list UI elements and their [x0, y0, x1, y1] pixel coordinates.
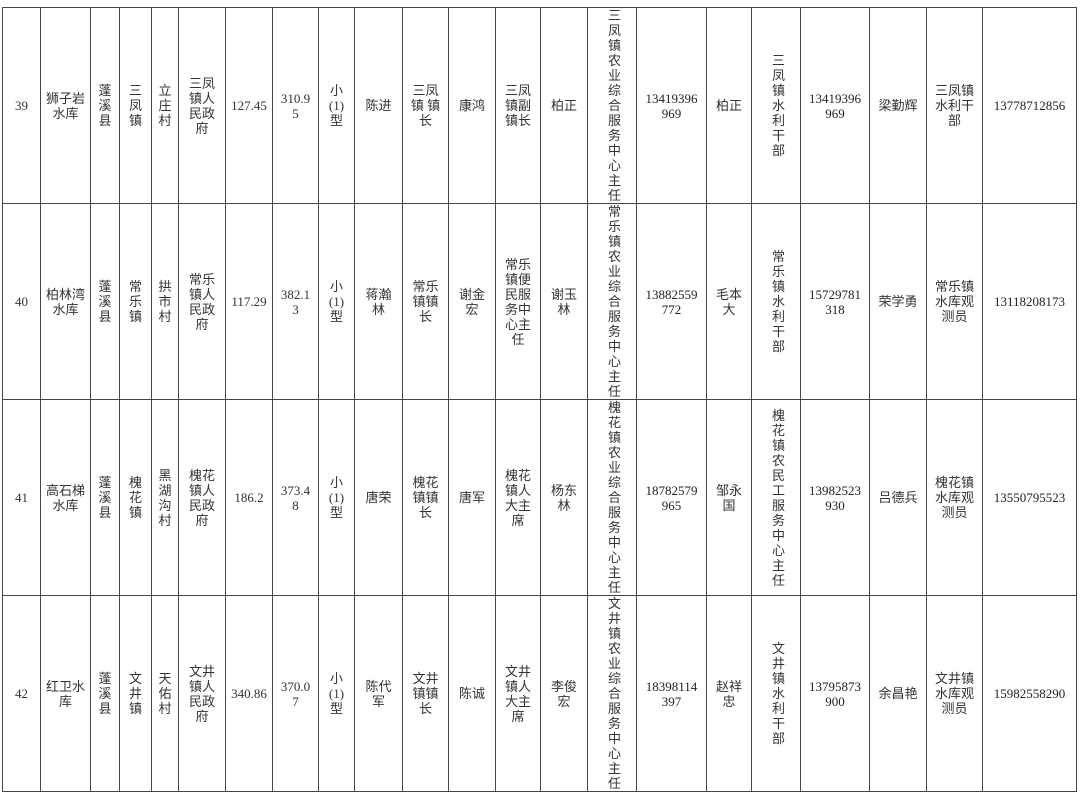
cell-row-number: 42: [2, 595, 41, 792]
cell-admin-responsible-name: 陈代军: [354, 595, 403, 792]
cell-manager-phone: 13419396969: [800, 7, 870, 204]
table-row: 42 红卫水库 蓬溪县 文井镇 天佑村 文井镇人民政府 340.86 370.07 小(1)型陈…: [2, 595, 1077, 792]
cell-reservoir-type: 小(1)型: [318, 7, 355, 204]
cell-tech-responsible-name: 谢金宏: [448, 203, 496, 400]
cell-value-b: 382.13: [272, 203, 319, 400]
cell-reservoir-name: 红卫水库: [40, 595, 91, 792]
cell-admin-responsible-name: 蒋瀚林: [354, 203, 403, 400]
cell-admin-responsible-title: 槐花镇镇长: [402, 399, 449, 596]
cell-responsible-government: 文井镇人民政府: [178, 595, 226, 792]
cell-manager-title: 常乐镇水利干部: [751, 203, 801, 400]
table-row: 40 柏林湾水库 蓬溪县 常乐镇 拱市村 常乐镇人民政府 117.29 382.13 小(1)型…: [2, 203, 1077, 400]
cell-patrol-responsible-name: 杨东林: [540, 399, 588, 596]
cell-manager-phone: 15729781318: [800, 203, 870, 400]
cell-value-b: 370.07: [272, 595, 319, 792]
cell-manager-phone: 13982523930: [800, 399, 870, 596]
cell-village: 拱市村: [151, 203, 179, 400]
cell-observer-title: 常乐镇水库观测员: [926, 203, 983, 400]
cell-village: 立庄村: [151, 7, 179, 204]
cell-county: 蓬溪县: [90, 595, 120, 792]
cell-patrol-responsible-name: 李俊宏: [540, 595, 588, 792]
cell-observer-phone: 13118208173: [982, 203, 1077, 400]
cell-town: 三凤镇: [119, 7, 152, 204]
cell-manager-name: 毛本大: [706, 203, 752, 400]
table-row: 41 高石梯水库 蓬溪县 槐花镇 黑湖沟村 槐花镇人民政府 186.2 373.48 小(1)型…: [2, 399, 1077, 596]
cell-observer-phone: 15982558290: [982, 595, 1077, 792]
cell-admin-responsible-title: 常乐镇镇长: [402, 203, 449, 400]
cell-village: 黑湖沟村: [151, 399, 179, 596]
cell-patrol-responsible-title: 槐花镇农业综合服务中心主任: [587, 399, 637, 596]
cell-observer-name: 吕德兵: [869, 399, 927, 596]
cell-reservoir-name: 柏林湾水库: [40, 203, 91, 400]
cell-tech-responsible-title: 槐花镇人大主席: [495, 399, 541, 596]
cell-value-a: 340.86: [225, 595, 273, 792]
cell-patrol-responsible-title: 文井镇农业综合服务中心主任: [587, 595, 637, 792]
cell-manager-name: 邹永国: [706, 399, 752, 596]
cell-manager-phone: 13795873900: [800, 595, 870, 792]
cell-value-b: 373.48: [272, 399, 319, 596]
cell-manager-name: 柏正: [706, 7, 752, 204]
cell-tech-responsible-title: 三凤镇副镇长: [495, 7, 541, 204]
cell-tech-responsible-title: 文井镇人大主席: [495, 595, 541, 792]
cell-observer-name: 荣学勇: [869, 203, 927, 400]
cell-row-number: 41: [2, 399, 41, 596]
cell-reservoir-type: 小(1)型: [318, 203, 355, 400]
cell-patrol-responsible-phone: 13882559772: [636, 203, 707, 400]
cell-manager-title: 槐花镇农民工服务中心主任: [751, 399, 801, 596]
cell-responsible-government: 三凤镇人民政府: [178, 7, 226, 204]
table-row: 39 狮子岩水库 蓬溪县 三凤镇 立庄村 三凤镇人民政府 127.45 310.95 小(1)型…: [2, 7, 1077, 204]
cell-patrol-responsible-title: 常乐镇农业综合服务中心主任: [587, 203, 637, 400]
cell-patrol-responsible-phone: 18398114397: [636, 595, 707, 792]
cell-village: 天佑村: [151, 595, 179, 792]
cell-town: 文井镇: [119, 595, 152, 792]
cell-admin-responsible-name: 唐荣: [354, 399, 403, 596]
cell-tech-responsible-name: 唐军: [448, 399, 496, 596]
cell-patrol-responsible-phone: 18782579965: [636, 399, 707, 596]
cell-value-b: 310.95: [272, 7, 319, 204]
reservoir-responsibility-table: 39 狮子岩水库 蓬溪县 三凤镇 立庄村 三凤镇人民政府 127.45 310.95 小(1)型…: [2, 7, 1077, 792]
cell-tech-responsible-title: 常乐镇便民服务中心主任: [495, 203, 541, 400]
table-body: 39 狮子岩水库 蓬溪县 三凤镇 立庄村 三凤镇人民政府 127.45 310.95 小(1)型…: [2, 7, 1077, 792]
cell-value-a: 127.45: [225, 7, 273, 204]
cell-row-number: 39: [2, 7, 41, 204]
cell-observer-title: 槐花镇水库观测员: [926, 399, 983, 596]
cell-tech-responsible-name: 陈诚: [448, 595, 496, 792]
cell-admin-responsible-name: 陈进: [354, 7, 403, 204]
cell-responsible-government: 槐花镇人民政府: [178, 399, 226, 596]
cell-tech-responsible-name: 康鸿: [448, 7, 496, 204]
cell-admin-responsible-title: 文井镇镇长: [402, 595, 449, 792]
cell-observer-phone: 13778712856: [982, 7, 1077, 204]
cell-observer-phone: 13550795523: [982, 399, 1077, 596]
cell-reservoir-name: 狮子岩水库: [40, 7, 91, 204]
cell-row-number: 40: [2, 203, 41, 400]
cell-county: 蓬溪县: [90, 399, 120, 596]
cell-value-a: 186.2: [225, 399, 273, 596]
cell-patrol-responsible-title: 三凤镇农业综合服务中心主任: [587, 7, 637, 204]
cell-admin-responsible-title: 三凤镇 镇长: [402, 7, 449, 204]
cell-observer-title: 三凤镇水利干部: [926, 7, 983, 204]
cell-reservoir-type: 小(1)型: [318, 399, 355, 596]
cell-observer-name: 梁勤辉: [869, 7, 927, 204]
cell-reservoir-name: 高石梯水库: [40, 399, 91, 596]
cell-town: 槐花镇: [119, 399, 152, 596]
cell-observer-name: 余昌艳: [869, 595, 927, 792]
cell-patrol-responsible-phone: 13419396969: [636, 7, 707, 204]
cell-reservoir-type: 小(1)型: [318, 595, 355, 792]
cell-responsible-government: 常乐镇人民政府: [178, 203, 226, 400]
cell-manager-title: 三凤镇水利干部: [751, 7, 801, 204]
cell-observer-title: 文井镇水库观测员: [926, 595, 983, 792]
cell-manager-title: 文井镇水利干部: [751, 595, 801, 792]
cell-manager-name: 赵祥忠: [706, 595, 752, 792]
cell-patrol-responsible-name: 柏正: [540, 7, 588, 204]
cell-county: 蓬溪县: [90, 203, 120, 400]
cell-town: 常乐镇: [119, 203, 152, 400]
cell-patrol-responsible-name: 谢玉林: [540, 203, 588, 400]
cell-county: 蓬溪县: [90, 7, 120, 204]
cell-value-a: 117.29: [225, 203, 273, 400]
